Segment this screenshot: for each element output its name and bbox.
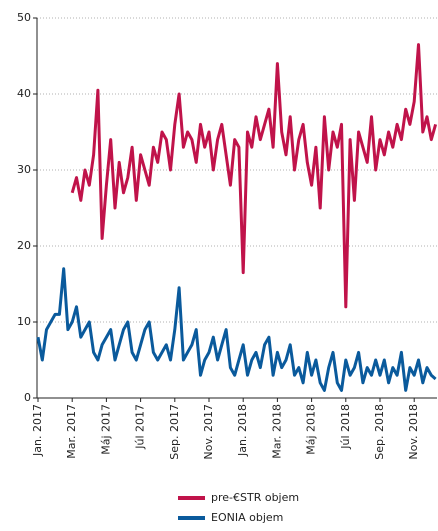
series-line	[70, 43, 438, 309]
x-tick-label: Sep. 2018	[373, 404, 386, 460]
x-tick-label: Mar. 2018	[270, 404, 283, 459]
y-tick-label: 0	[24, 391, 31, 404]
x-tick-label: Sep. 2017	[168, 404, 181, 460]
y-tick-label: 50	[17, 11, 31, 24]
x-tick-label: Máj 2017	[99, 404, 112, 455]
legend-label: pre-€STR objem	[211, 491, 299, 504]
x-tick-label: Júl 2018	[339, 404, 352, 450]
y-tick-label: 40	[17, 87, 31, 100]
series-line	[36, 267, 437, 392]
x-tick-label: Máj 2018	[305, 404, 318, 455]
legend-label: EONIA objem	[211, 511, 283, 524]
x-tick-label: Nov. 2018	[407, 404, 420, 460]
x-tick-label: Júl 2017	[134, 404, 147, 450]
y-tick-label: 20	[17, 239, 31, 252]
x-tick-label: Mar. 2017	[65, 404, 78, 459]
x-tick-label: Jan. 2018	[236, 404, 249, 457]
x-tick-label: Jan. 2017	[31, 404, 44, 457]
x-tick-label: Nov. 2017	[202, 404, 215, 460]
y-tick-label: 30	[17, 163, 31, 176]
y-tick-label: 10	[17, 315, 31, 328]
